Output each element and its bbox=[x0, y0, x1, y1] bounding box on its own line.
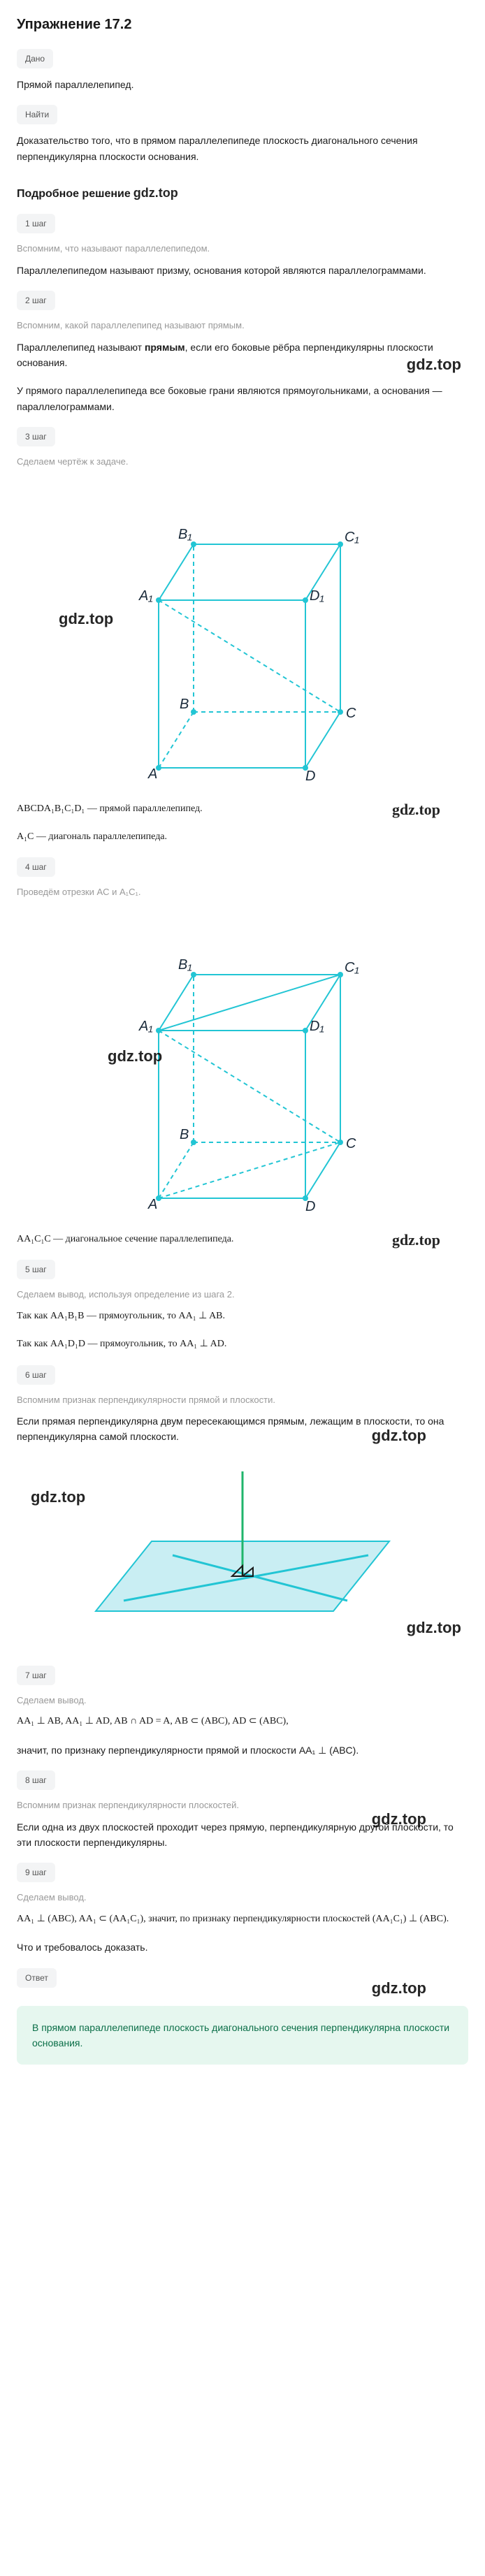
given-text: Прямой параллелепипед. bbox=[17, 77, 468, 92]
diagram-cube-1: A D C B A₁ D₁ C₁ B₁ gdz.top bbox=[17, 488, 468, 782]
svg-text:B: B bbox=[180, 1127, 189, 1142]
step-label: 8 шаг bbox=[17, 1770, 55, 1790]
text-fragment: Если одна из двух плоскостей проходит че… bbox=[17, 1821, 454, 1848]
svg-text:A: A bbox=[147, 766, 157, 782]
cube-svg: A D C B A₁ D₁ C₁ B₁ bbox=[96, 488, 389, 782]
text-fragment: Ответ bbox=[25, 1973, 48, 1983]
svg-text:C₁: C₁ bbox=[345, 960, 359, 975]
given-label: Дано bbox=[17, 49, 53, 68]
step-text: Если прямая перпендикулярна двум пересек… bbox=[17, 1413, 468, 1445]
step-hint: Сделаем чертёж к задаче. bbox=[17, 455, 468, 469]
step-text: AA₁C₁C — диагональное сечение параллелеп… bbox=[17, 1232, 468, 1247]
solution-heading: Подробное решение bbox=[17, 188, 131, 200]
step-hint: Вспомним признак перпендикулярности плос… bbox=[17, 1798, 468, 1812]
watermark: gdz.top bbox=[372, 1423, 426, 1448]
step-text: Что и требовалось доказать. bbox=[17, 1940, 468, 1955]
diagram-plane: gdz.top gdz.top bbox=[17, 1464, 468, 1646]
svg-text:A₁: A₁ bbox=[138, 1019, 153, 1034]
step-hint: Сделаем вывод. bbox=[17, 1891, 468, 1905]
svg-text:B: B bbox=[180, 697, 189, 712]
step-text: У прямого параллелепипеда все боковые гр… bbox=[17, 383, 468, 414]
step-text: gdz.top Если одна из двух плоскостей про… bbox=[17, 1819, 468, 1851]
step-label: 3 шаг bbox=[17, 427, 55, 446]
step-hint: Вспомним признак перпендикулярности прям… bbox=[17, 1393, 468, 1407]
step-label: 7 шаг bbox=[17, 1666, 55, 1685]
watermark: gdz.top bbox=[392, 797, 440, 822]
find-label: Найти bbox=[17, 105, 57, 124]
step-label: 1 шаг bbox=[17, 214, 55, 233]
text-fragment: Параллелепипед называют bbox=[17, 342, 145, 353]
step-text: значит, по признаку перпендикулярности п… bbox=[17, 1742, 468, 1758]
plane-svg bbox=[68, 1464, 417, 1646]
answer-box: В прямом параллелепипеде плоскость диаго… bbox=[17, 2006, 468, 2065]
svg-text:D: D bbox=[305, 1199, 315, 1212]
step-label: 2 шаг bbox=[17, 291, 55, 310]
step-hint: Сделаем вывод. bbox=[17, 1694, 468, 1708]
text-fragment: ABCDA₁B₁C₁D₁ — прямой параллелепипед. bbox=[17, 803, 203, 814]
exercise-title: Упражнение 17.2 bbox=[17, 14, 468, 35]
watermark: gdz.top bbox=[407, 352, 461, 377]
step-hint: Проведём отрезки AC и A₁C₁. bbox=[17, 885, 468, 899]
answer-text: В прямом параллелепипеде плоскость диаго… bbox=[32, 2022, 449, 2049]
step-text: AA₁ ⊥ (ABC), AA₁ ⊂ (AA₁C₁), значит, по п… bbox=[17, 1912, 468, 1927]
step-text: Так как AA₁D₁D — прямоугольник, то AA₁ ⊥… bbox=[17, 1337, 468, 1352]
watermark: gdz.top bbox=[372, 1977, 426, 2000]
step-hint: Сделаем вывод, используя определение из … bbox=[17, 1288, 468, 1302]
step-hint: Вспомним, что называют параллелепипедом. bbox=[17, 242, 468, 256]
svg-text:C: C bbox=[346, 1136, 356, 1151]
svg-text:C: C bbox=[346, 706, 356, 721]
answer-label: Ответ bbox=[17, 1968, 57, 1988]
svg-text:D₁: D₁ bbox=[310, 588, 324, 604]
find-text: Доказательство того, что в прямом паралл… bbox=[17, 133, 468, 164]
step-text: A₁C — диагональ параллелепипеда. bbox=[17, 829, 468, 845]
step-hint: Вспомним, какой параллелепипед называют … bbox=[17, 319, 468, 333]
step-text: Так как AA₁B₁B — прямоугольник, то AA₁ ⊥… bbox=[17, 1309, 468, 1324]
svg-text:D₁: D₁ bbox=[310, 1019, 324, 1034]
step-label: 9 шаг bbox=[17, 1863, 55, 1882]
svg-text:B₁: B₁ bbox=[178, 527, 192, 542]
cube-svg-2: A D C B A₁ D₁ C₁ B₁ bbox=[96, 919, 389, 1212]
svg-text:B₁: B₁ bbox=[178, 957, 192, 973]
step-text: Параллелепипедом называют призму, основа… bbox=[17, 263, 468, 278]
svg-text:C₁: C₁ bbox=[345, 530, 359, 545]
svg-text:D: D bbox=[305, 769, 315, 782]
step-label: 5 шаг bbox=[17, 1260, 55, 1279]
step-text: Параллелепипед называют прямым, если его… bbox=[17, 340, 468, 371]
step-label: 4 шаг bbox=[17, 857, 55, 877]
text-fragment: AA₁C₁C — диагональное сечение параллелеп… bbox=[17, 1234, 233, 1244]
diagram-cube-2: A D C B A₁ D₁ C₁ B₁ gdz.top bbox=[17, 919, 468, 1212]
svg-text:A₁: A₁ bbox=[138, 588, 153, 604]
svg-text:A: A bbox=[147, 1197, 157, 1212]
step-label: 6 шаг bbox=[17, 1365, 55, 1385]
text-fragment: Если прямая перпендикулярна двум пересек… bbox=[17, 1416, 444, 1442]
step-text: AA₁ ⊥ AB, AA₁ ⊥ AD, AB ∩ AD = A, AB ⊂ (A… bbox=[17, 1714, 468, 1729]
watermark: gdz.top bbox=[133, 186, 178, 200]
text-bold: прямым bbox=[145, 342, 185, 353]
watermark: gdz.top bbox=[392, 1228, 440, 1252]
step-text: ABCDA₁B₁C₁D₁ — прямой параллелепипед. gd… bbox=[17, 801, 468, 817]
